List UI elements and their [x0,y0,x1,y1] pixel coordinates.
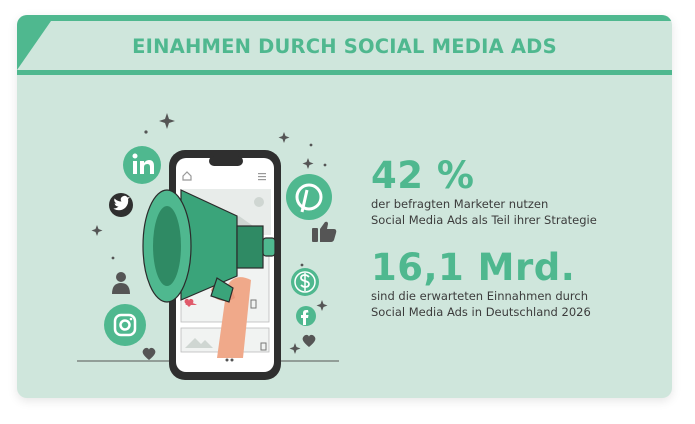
heart-icon [142,334,316,360]
sparkle-icon [91,113,328,354]
infographic-card: EINAHMEN DURCH SOCIAL MEDIA ADS [17,15,672,398]
stat-description-line: Social Media Ads in Deutschland 2026 [371,305,591,319]
social-media-illustration [77,113,339,380]
user-icon [112,272,130,294]
stat-value: 16,1 Mrd. [371,246,576,289]
stat-description: der befragten Marketer nutzen Social Med… [371,196,597,228]
megaphone-icon [142,189,276,358]
instagram-icon [104,304,146,346]
stat-block-marketers: 42 % der befragten Marketer nutzen Socia… [371,157,597,228]
header-banner [17,15,672,75]
stat-block-revenue: 16,1 Mrd. sind die erwarteten Einnahmen … [371,249,591,320]
linkedin-icon [123,146,161,184]
stat-description-line: der befragten Marketer nutzen [371,197,549,211]
dollar-icon [291,268,319,296]
stat-value: 42 % [371,154,475,197]
stat-description: sind die erwarteten Einnahmen durch Soci… [371,288,591,320]
stat-description-line: Social Media Ads als Teil ihrer Strategi… [371,213,597,227]
stat-description-line: sind die erwarteten Einnahmen durch [371,289,589,303]
twitter-icon [109,193,133,217]
facebook-icon [296,306,316,326]
thumbs-up-icon [312,221,337,242]
pinterest-icon [286,174,332,220]
page-title: EINAHMEN DURCH SOCIAL MEDIA ADS [132,35,557,58]
